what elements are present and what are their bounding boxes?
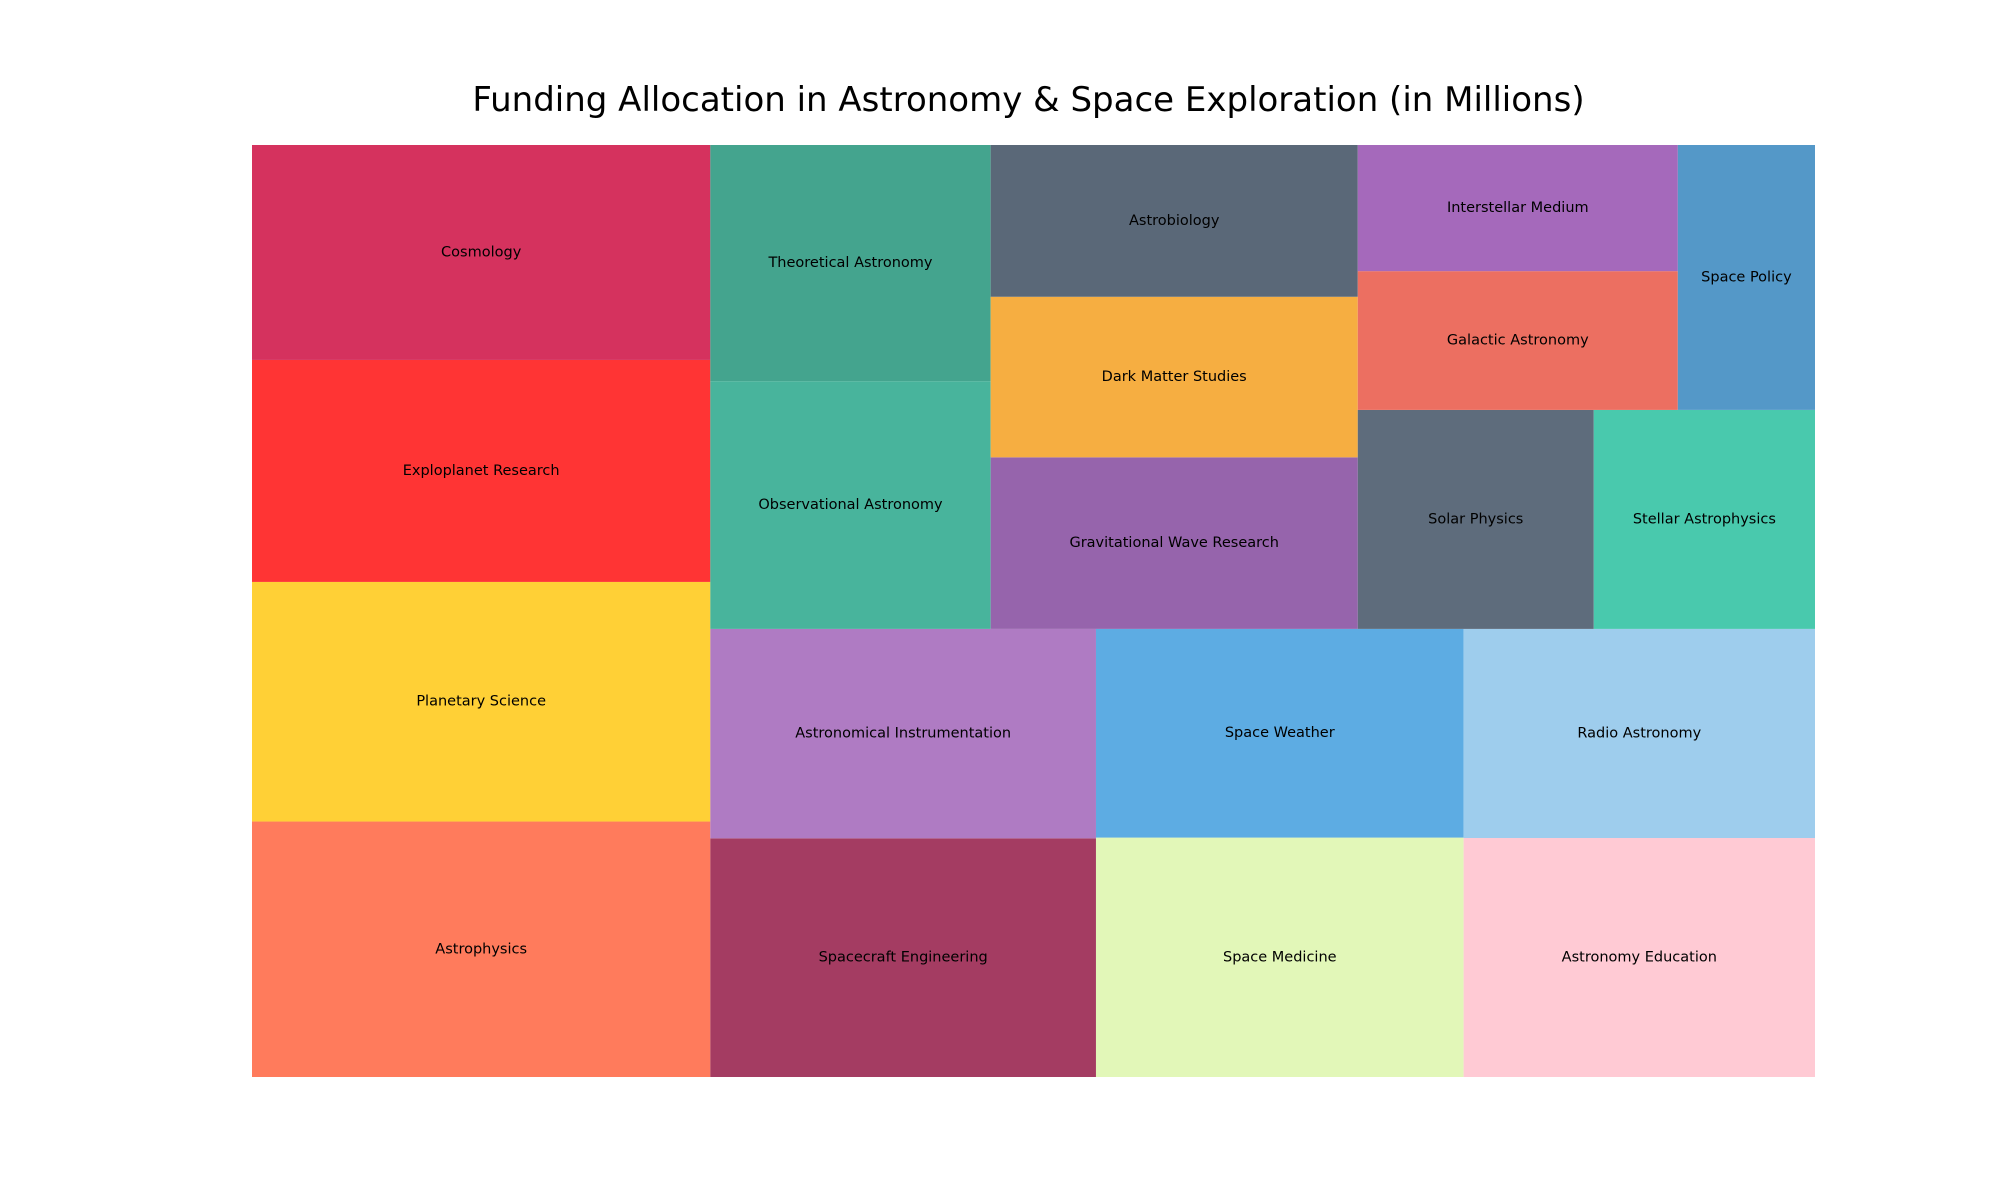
treemap-rect-solar-physics	[1357, 409, 1594, 629]
chart-title: Funding Allocation in Astronomy & Space …	[472, 80, 1585, 120]
treemap-tile-space-policy: Space Policy	[1677, 145, 1815, 410]
treemap-rect-theoretical-astronomy	[710, 145, 991, 382]
treemap-tile-galactic-astronomy: Galactic Astronomy	[1357, 271, 1678, 410]
treemap-tile-theoretical-astronomy: Theoretical Astronomy	[710, 145, 991, 382]
treemap-label-space-policy: Space Policy	[1701, 269, 1792, 285]
treemap-tile-cosmology: Cosmology	[252, 145, 711, 360]
treemap-rect-radio-astronomy	[1463, 628, 1815, 839]
treemap-label-space-medicine: Space Medicine	[1223, 949, 1337, 965]
treemap-rect-observational-astronomy	[710, 381, 991, 629]
treemap-tile-spacecraft-engineering: Spacecraft Engineering	[710, 838, 1096, 1077]
treemap-tile-interstellar-medium: Interstellar Medium	[1357, 145, 1678, 272]
treemap-tile-astronomical-instrumentation: Astronomical Instrumentation	[710, 628, 1096, 839]
treemap-label-astrophysics: Astrophysics	[435, 941, 527, 957]
treemap-label-spacecraft-engineering: Spacecraft Engineering	[819, 950, 988, 966]
treemap-label-observational-astronomy: Observational Astronomy	[758, 497, 943, 513]
treemap-label-astronomy-education: Astronomy Education	[1562, 950, 1717, 966]
treemap-rect-dark-matter-studies	[990, 296, 1358, 458]
treemap-tile-astrophysics: Astrophysics	[252, 821, 711, 1077]
treemap-rect-space-policy	[1677, 145, 1815, 410]
treemap-label-astrobiology: Astrobiology	[1129, 213, 1220, 229]
treemap-label-planetary-science: Planetary Science	[416, 694, 546, 710]
treemap-tile-space-weather: Space Weather	[1095, 628, 1464, 838]
treemap-rect-space-medicine	[1095, 837, 1464, 1077]
treemap-label-stellar-astrophysics: Stellar Astrophysics	[1633, 511, 1776, 527]
treemap-rect-cosmology	[252, 145, 711, 360]
treemap-rect-astronomy-education	[1463, 838, 1815, 1077]
treemap-tile-planetary-science: Planetary Science	[252, 581, 711, 822]
treemap-rect-astrophysics	[252, 821, 711, 1077]
treemap-rect-interstellar-medium	[1357, 145, 1678, 272]
treemap-rect-gravitational-wave-research	[990, 457, 1358, 629]
treemap-label-gravitational-wave-research: Gravitational Wave Research	[1069, 535, 1278, 551]
treemap-tile-observational-astronomy: Observational Astronomy	[710, 381, 991, 629]
treemap-rect-spacecraft-engineering	[710, 838, 1096, 1077]
treemap-tile-gravitational-wave-research: Gravitational Wave Research	[990, 457, 1358, 629]
treemap-tile-stellar-astrophysics: Stellar Astrophysics	[1593, 409, 1815, 629]
treemap-label-space-weather: Space Weather	[1225, 725, 1335, 741]
treemap-label-radio-astronomy: Radio Astronomy	[1577, 725, 1701, 741]
treemap-rect-exploplanet-research	[252, 359, 711, 582]
treemap-tile-exploplanet-research: Exploplanet Research	[252, 359, 711, 582]
treemap-rect-space-weather	[1095, 628, 1464, 838]
treemap-label-dark-matter-studies: Dark Matter Studies	[1102, 369, 1247, 385]
treemap-tile-astrobiology: Astrobiology	[990, 145, 1358, 297]
treemap-rect-planetary-science	[252, 581, 711, 822]
treemap-tile-radio-astronomy: Radio Astronomy	[1463, 628, 1815, 839]
treemap-tile-astronomy-education: Astronomy Education	[1463, 838, 1815, 1077]
treemap-label-exploplanet-research: Exploplanet Research	[403, 463, 560, 479]
treemap-label-galactic-astronomy: Galactic Astronomy	[1447, 333, 1589, 349]
treemap-label-cosmology: Cosmology	[441, 244, 522, 260]
treemap-label-astronomical-instrumentation: Astronomical Instrumentation	[795, 726, 1011, 742]
treemap-rect-astrobiology	[990, 145, 1358, 297]
treemap-tile-solar-physics: Solar Physics	[1357, 409, 1594, 629]
treemap-rect-astronomical-instrumentation	[710, 628, 1096, 839]
treemap-label-solar-physics: Solar Physics	[1428, 511, 1523, 527]
treemap-label-theoretical-astronomy: Theoretical Astronomy	[767, 255, 932, 271]
treemap-rect-stellar-astrophysics	[1593, 409, 1815, 629]
treemap-tile-dark-matter-studies: Dark Matter Studies	[990, 296, 1358, 458]
treemap-tile-space-medicine: Space Medicine	[1095, 837, 1464, 1077]
treemap-label-interstellar-medium: Interstellar Medium	[1447, 200, 1589, 216]
treemap-rect-galactic-astronomy	[1357, 271, 1678, 410]
